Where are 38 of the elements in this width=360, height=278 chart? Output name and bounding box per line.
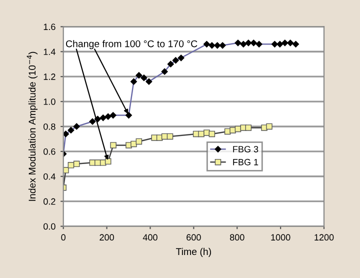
y-tick-label: 0.0 [44, 223, 56, 230]
point [166, 133, 174, 140]
x-tick-label: 200 [100, 234, 114, 241]
x-tick-label: 600 [186, 234, 201, 241]
point [230, 127, 236, 134]
point [266, 123, 272, 130]
point [136, 138, 142, 145]
point [151, 134, 158, 141]
point [110, 142, 116, 148]
point [68, 162, 74, 168]
point [208, 130, 216, 138]
point [204, 130, 210, 136]
point [73, 160, 80, 168]
annotation: Change from 100 °C to 170 °C [66, 40, 198, 50]
point [63, 167, 69, 174]
point [126, 142, 132, 148]
y-tick-label: 1.0 [44, 98, 56, 105]
legend-label: FBG 3 [233, 146, 258, 152]
y-tick-label: 0.2 [44, 198, 56, 205]
y-axis-title: Index Modulation Amplitude (10$^{−4}$) [26, 52, 38, 201]
y-tick-label: 0.6 [44, 148, 56, 155]
y-tick-label: 0.8 [44, 123, 56, 130]
x-axis-title: Time (h) [176, 248, 211, 257]
x-tick-label: 1200 [314, 234, 334, 241]
x-tick-label: 0 [61, 234, 66, 241]
x-tick-label: 400 [142, 234, 158, 241]
point [261, 124, 268, 131]
point [94, 160, 101, 166]
x-tick-label: 1000 [271, 234, 290, 241]
point [245, 124, 252, 131]
legend-label: FBG 1 [233, 158, 258, 166]
y-tick-label: 1.6 [44, 24, 56, 30]
y-tick-label: 1.4 [44, 48, 56, 55]
y-tick-label: 0.4 [44, 173, 56, 180]
y-tick-label: 1.2 [44, 74, 56, 80]
point [104, 158, 112, 165]
point [130, 140, 137, 148]
x-tick-label: 800 [230, 234, 244, 241]
